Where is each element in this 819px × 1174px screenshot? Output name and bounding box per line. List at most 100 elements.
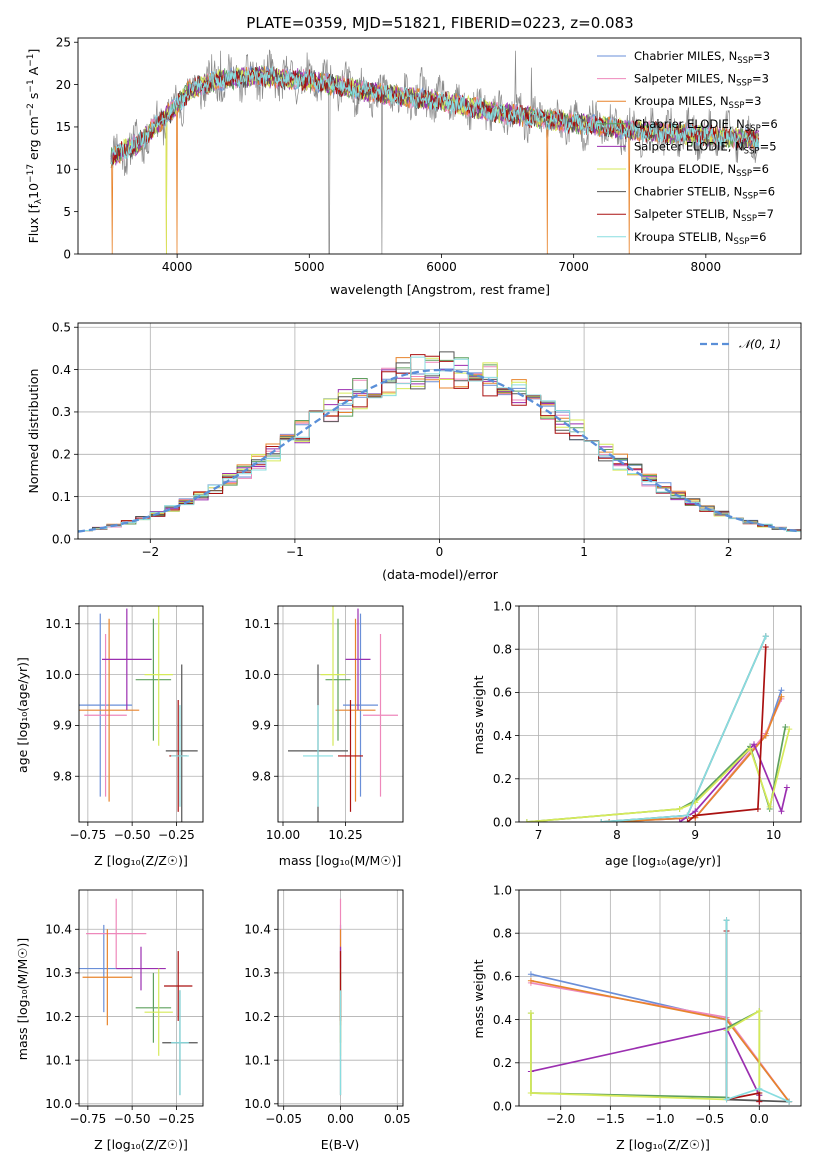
age-vs-mass-y-tick-label: 10.0 (244, 668, 271, 682)
age-vs-Z-y-tick-label: 10.0 (45, 668, 72, 682)
weight-vs-age-y-tick-label: 0.4 (493, 729, 512, 743)
weight-vs-age-x-tick-label: 7 (535, 828, 543, 842)
weight-vs-age-line-kroupa_miles (609, 696, 783, 822)
weight-vs-age-marker-salpeter_elodie (783, 784, 790, 791)
weight-vs-age-y-tick-label: 0.8 (493, 643, 512, 657)
weight-vs-Z-line-kroupa_stelib (725, 920, 790, 1103)
residual-histogram-kroupa_miles (78, 357, 801, 532)
weight-vs-Z-y-tick-label: 0.6 (493, 970, 512, 984)
weight-vs-Z-y-tick-label: 0.8 (493, 927, 512, 941)
age-vs-Z-x-tick-label: −0.75 (69, 828, 106, 842)
weight-vs-age-line-salpeter_stelib (686, 646, 767, 822)
residuals-y-tick-label: 0.2 (52, 448, 71, 462)
weight-vs-age-marker-kroupa_miles (606, 819, 613, 822)
weight-vs-age-axes: 7 8 9 10 0.0 0.2 0.4 0.6 0.8 1.0 (493, 599, 802, 842)
spectrum-y-tick-label: 15 (56, 120, 71, 134)
mass-vs-z-y-label: mass [log₁₀(M/M☉)] (15, 938, 30, 1060)
weight-vs-age-y-tick-label: 0.6 (493, 686, 512, 700)
mass-vs-EBV-x-tick-label: 0.05 (384, 1112, 411, 1126)
age-vs-z-x-label: Z [log₁₀(Z/Z☉)] (94, 853, 188, 868)
weight-vs-Z-y-tick-label: 0.2 (493, 1056, 512, 1070)
spectrum-x-label: wavelength [Angstrom, rest frame] (330, 282, 550, 297)
residuals-x-label: (data-model)/error (382, 567, 499, 582)
spectrum-x-tick-label: 4000 (162, 260, 193, 274)
spectrum-y-tick-label: 10 (56, 163, 71, 177)
residuals-y-tick-label: 0.3 (52, 405, 71, 419)
weight-vs-Z-marker-salpeter_stelib (756, 1098, 763, 1105)
weight-vs-Z-y-tick-label: 0.4 (493, 1013, 512, 1027)
residuals-y-tick-label: 0.1 (52, 490, 71, 504)
weight-vs-Z-marker-kroupa_stelib (723, 1096, 730, 1103)
residual-histogram-chabrier_stelib (78, 351, 801, 531)
spectrum-x-tick-label: 7000 (558, 260, 589, 274)
spectrum-y-tick-label: 0 (63, 247, 71, 261)
mass-vs-Z-y-tick-label: 10.4 (45, 923, 72, 937)
weight-vs-age-marker-chabrier_miles (778, 687, 785, 694)
weight-vs-Z-x-tick-label: 0.0 (750, 1112, 769, 1126)
mass-vs-Z-axes: −0.75 −0.50 −0.25 10.0 10.1 10.2 10.3 10.4 (45, 889, 204, 1126)
age-vs-Z-x-tick-label: −0.50 (114, 828, 151, 842)
weight-vs-Z-marker-kroupa_elodie (527, 1010, 534, 1017)
weight-vs-age-marker-kroupa_stelib (762, 633, 769, 640)
weight-vs-age-x-tick-label: 8 (613, 828, 621, 842)
weight-vs-age-y-tick-label: 0.0 (493, 815, 512, 829)
mass-vs-EBV-x-tick-label: 0.00 (327, 1112, 354, 1126)
weight-vs-age-marker-kroupa_miles (762, 732, 769, 739)
mass-vs-ebv-panel: E(B-V) −0.05 0.00 0.05 10.0 10.1 10.2 10.3 10.4 (244, 889, 411, 1152)
weight-vs-age-marker-kroupa_elodie (747, 745, 754, 752)
spectrum-legend-label-chabrier_elodie: Chabrier ELODIE, NSSP=6 (634, 117, 778, 134)
residuals-legend: 𝒩(0, 1) (700, 337, 781, 351)
mass-vs-EBV-axes: −0.05 0.00 0.05 10.0 10.1 10.2 10.3 10.4 (244, 889, 411, 1126)
age-vs-mass-panel: mass [log₁₀(M/M☉)] 10.00 10.259.89.910.01… (244, 605, 404, 868)
residual-histogram-salpeter_stelib (78, 354, 801, 531)
weight-vs-age-marker-salpeter_stelib (692, 812, 699, 819)
mass-vs-Z-y-tick-label: 10.0 (45, 1097, 72, 1111)
spectrum-plot-area (110, 49, 760, 254)
spectrum-legend-label-kroupa_miles: Kroupa MILES, NSSP=3 (634, 94, 761, 111)
mass-vs-Z-y-tick-label: 10.1 (45, 1053, 72, 1067)
spectrum-y-label: Flux [fλ10−17 erg cm−2 s−1 A−1] (26, 49, 44, 244)
age-vs-Z-y-tick-label: 10.1 (45, 617, 72, 631)
age-vs-mass-x-label: mass [log₁₀(M/M☉)] (279, 853, 401, 868)
age-vs-mass-y-tick-label: 9.9 (252, 719, 271, 733)
spectrum-frame (77, 37, 802, 255)
weight-vs-age-plot-area (523, 633, 793, 822)
residuals-x-tick-label: −1 (286, 545, 304, 559)
mass-vs-z-panel: Z [log₁₀(Z/Z☉)] mass [log₁₀(M/M☉)] −0.75… (15, 889, 204, 1152)
observed-spectrum-line (110, 49, 760, 254)
spectrum-y-tick-label: 25 (56, 36, 71, 50)
weight-vs-age-marker-kroupa_elodie (676, 806, 683, 813)
weight-vs-Z-marker-kroupa_stelib (756, 1085, 763, 1092)
weight-vs-Z-marker-kroupa_miles (527, 977, 534, 984)
weight-vs-Z-y-tick-label: 1.0 (493, 883, 512, 897)
mass-vs-EBV-frame (277, 889, 404, 1107)
weight-vs-age-frame (518, 605, 802, 823)
mass-vs-Z-plot-area (79, 898, 198, 1096)
age-vs-mass-x-tick-label: 10.00 (266, 828, 300, 842)
residuals-plot-area (78, 351, 801, 533)
weight-vs-Z-y-tick-label: 0.0 (493, 1099, 512, 1113)
spectrum-panel: PLATE=0359, MJD=51821, FIBERID=0223, z=0… (26, 14, 802, 297)
mass-vs-Z-grid (79, 890, 203, 1106)
weight-vs-Z-x-tick-label: −2.0 (546, 1112, 575, 1126)
weight-vs-age-marker-salpeter_elodie (778, 808, 785, 815)
weight-vs-z-x-label: Z [log₁₀(Z/Z☉)] (616, 1137, 710, 1152)
weight-vs-age-line-kroupa_elodie (526, 728, 791, 822)
age-vs-z-y-label: age [log₁₀(age/yr)] (15, 657, 30, 773)
mass-vs-Z-x-tick-label: −0.25 (158, 1112, 195, 1126)
weight-vs-z-y-label: mass weight (471, 959, 486, 1038)
weight-vs-age-marker-kroupa_elodie (786, 726, 793, 733)
weight-vs-Z-x-tick-label: −1.5 (596, 1112, 625, 1126)
residuals-panel: (data-model)/error Normed distribution −… (26, 321, 802, 582)
mass-vs-EBV-y-tick-label: 10.2 (244, 1010, 271, 1024)
mass-vs-EBV-x-tick-label: −0.05 (265, 1112, 302, 1126)
weight-vs-age-marker-kroupa_miles (778, 693, 785, 700)
residuals-y-tick-label: 0.4 (52, 363, 71, 377)
spectrum-legend-label-chabrier_stelib: Chabrier STELIB, NSSP=6 (634, 185, 775, 202)
weight-vs-age-x-tick-label: 10 (766, 828, 781, 842)
age-vs-mass-y-tick-label: 9.8 (252, 770, 271, 784)
weight-vs-age-x-tick-label: 9 (691, 828, 699, 842)
mass-vs-Z-x-tick-label: −0.75 (69, 1112, 106, 1126)
